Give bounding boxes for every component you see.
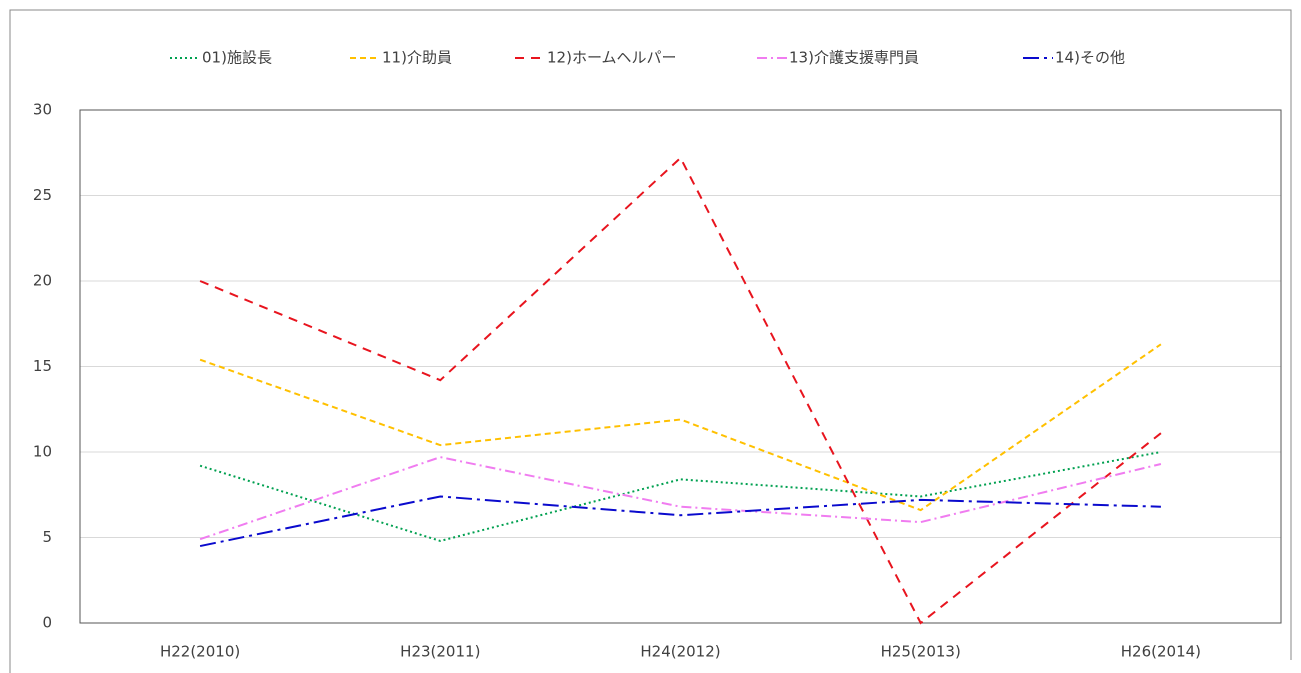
y-tick-label: 25 — [33, 186, 52, 204]
series-line — [199, 495, 1161, 548]
y-tick-label: 15 — [33, 357, 52, 375]
y-tick-label: 5 — [42, 528, 52, 546]
plot-area — [79, 109, 1282, 624]
x-tick-label: H24(2012) — [640, 643, 720, 661]
series-line — [199, 156, 1162, 625]
y-tick-label: 30 — [33, 101, 52, 119]
legend-label: 11)介助員 — [382, 49, 452, 67]
chart-frame — [9, 9, 1292, 673]
legend-label: 13)介護支援専門員 — [789, 49, 919, 67]
y-tick-label: 0 — [42, 614, 52, 632]
x-tick-label: H26(2014) — [1121, 643, 1201, 661]
legend-label: 14)その他 — [1055, 49, 1125, 67]
y-tick-label: 10 — [33, 443, 52, 461]
x-tick-label: H25(2013) — [881, 643, 961, 661]
legend-label: 01)施設長 — [202, 49, 272, 67]
series-line — [199, 456, 1162, 541]
y-tick-label: 20 — [33, 272, 52, 290]
legend-label: 12)ホームヘルパー — [547, 49, 677, 67]
x-tick-label: H23(2011) — [400, 643, 480, 661]
series-line — [199, 343, 1162, 512]
series-line — [199, 451, 1162, 542]
x-tick-label: H22(2010) — [160, 643, 240, 661]
